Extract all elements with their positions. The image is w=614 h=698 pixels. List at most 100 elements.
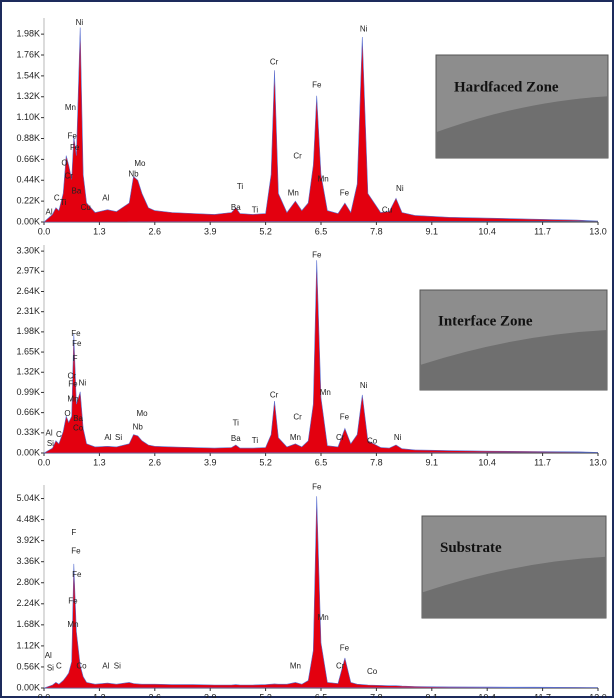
peak-label: Co [367, 667, 378, 676]
x-tick-label: 7.8 [370, 226, 383, 236]
peak-label: Mn [288, 189, 299, 198]
peak-label: Al [46, 429, 53, 438]
x-tick-label: 10.4 [478, 226, 496, 236]
peak-label: Ti [252, 436, 259, 445]
peak-label: F [71, 528, 76, 537]
y-tick-label: 3.36K [16, 556, 40, 566]
peak-label: Co [367, 436, 378, 445]
x-tick-label: 9.1 [426, 692, 439, 698]
peak-label: Ni [360, 381, 368, 390]
x-tick-label: 2.6 [149, 692, 162, 698]
x-tick-label: 10.4 [478, 692, 496, 698]
x-tick-label: 7.8 [370, 692, 383, 698]
peak-label: O [64, 409, 70, 418]
x-tick-label: 11.7 [534, 457, 551, 467]
peak-label: Fe [340, 644, 350, 653]
peak-label: Ni [396, 184, 404, 193]
peak-label: Ti [252, 206, 259, 215]
peak-label: Cr [270, 58, 279, 67]
peak-label: Fe [68, 597, 78, 606]
spectrum [43, 27, 599, 223]
inset-label: Hardfaced Zone [454, 79, 559, 95]
y-tick-label: 0.66K [16, 154, 40, 164]
inset-boundary [420, 330, 607, 390]
x-tick-label: 0.0 [38, 692, 51, 698]
x-tick-label: 5.2 [259, 692, 272, 698]
y-tick-label: 5.04K [16, 493, 40, 503]
inset-boundary [422, 556, 606, 618]
peak-label: Co [76, 662, 87, 671]
peak-label: Ti [60, 198, 67, 207]
x-tick-label: 1.3 [93, 692, 106, 698]
x-tick-label: 13.0 [589, 457, 607, 467]
peak-label: Ti [237, 182, 244, 191]
x-tick-label: 10.4 [478, 457, 496, 467]
peak-label: Cr [336, 662, 345, 671]
y-tick-label: 0.00K [16, 447, 40, 457]
peak-label: Ni [360, 24, 368, 33]
peak-label: Mn [290, 662, 301, 671]
y-tick-label: 1.32K [16, 367, 40, 377]
peak-label: Ni [394, 433, 402, 442]
peak-label: Cr [64, 172, 73, 181]
y-tick-label: 0.44K [16, 175, 40, 185]
peak-label: Cr [270, 391, 279, 400]
x-tick-label: 2.6 [149, 457, 162, 467]
peak-label: Fe [312, 80, 322, 89]
y-tick-label: 4.48K [16, 514, 40, 524]
spectrum [42, 260, 599, 454]
inset-boundary [436, 96, 608, 158]
peak-label: Nb [133, 422, 144, 431]
y-tick-label: 2.31K [16, 306, 40, 316]
peak-label: Fe [71, 546, 81, 555]
x-tick-label: 1.3 [93, 226, 106, 236]
y-tick-label: 0.88K [16, 133, 40, 143]
peak-label: Co [73, 424, 84, 433]
peak-label: Fe [72, 570, 82, 579]
peak-label: Si [47, 664, 54, 673]
peak-label: Si [47, 439, 54, 448]
y-tick-label: 1.32K [16, 91, 40, 101]
x-tick-label: 13.0 [589, 692, 607, 698]
y-tick-label: 2.64K [16, 286, 40, 296]
x-tick-label: 1.3 [93, 457, 106, 467]
x-tick-label: 2.6 [149, 226, 162, 236]
peak-label: Mn [320, 388, 331, 397]
peak-label: Al [102, 662, 109, 671]
y-tick-label: 2.24K [16, 598, 40, 608]
peak-label: Al [102, 193, 109, 202]
y-tick-label: 1.98K [16, 326, 40, 336]
peak-label: C [56, 662, 62, 671]
x-tick-label: 3.9 [204, 692, 217, 698]
y-tick-label: 1.12K [16, 640, 40, 650]
peak-label: F [73, 354, 78, 363]
peak-label: Fe [67, 132, 77, 141]
spectrum [43, 496, 599, 689]
peak-label: O [61, 158, 67, 167]
peak-label: Ba [71, 187, 81, 196]
x-tick-label: 5.2 [259, 457, 272, 467]
inset-label: Interface Zone [438, 313, 533, 329]
peak-label: Fe [72, 339, 82, 348]
peak-label: Ni [79, 378, 87, 387]
peak-label: Ti [233, 419, 240, 428]
peak-label: Mn [318, 613, 329, 622]
peak-label: Al [46, 208, 53, 217]
x-tick-label: 3.9 [204, 226, 217, 236]
x-tick-label: 5.2 [259, 226, 272, 236]
y-tick-label: 0.00K [16, 216, 40, 226]
peak-label: Fe [68, 380, 78, 389]
peak-label: C [54, 193, 60, 202]
y-tick-label: 1.68K [16, 619, 40, 629]
peak-label: Si [115, 433, 122, 442]
y-tick-label: 0.33K [16, 427, 40, 437]
peak-label: Ba [73, 414, 83, 423]
peak-label: Ba [231, 203, 241, 212]
inset-label: Substrate [440, 540, 502, 556]
peak-label: Cr [293, 413, 302, 422]
y-tick-label: 2.80K [16, 577, 40, 587]
peak-label: Mo [134, 159, 146, 168]
peak-label: Fe [71, 329, 81, 338]
x-tick-label: 0.0 [38, 226, 51, 236]
peak-label: Cr [67, 372, 76, 381]
